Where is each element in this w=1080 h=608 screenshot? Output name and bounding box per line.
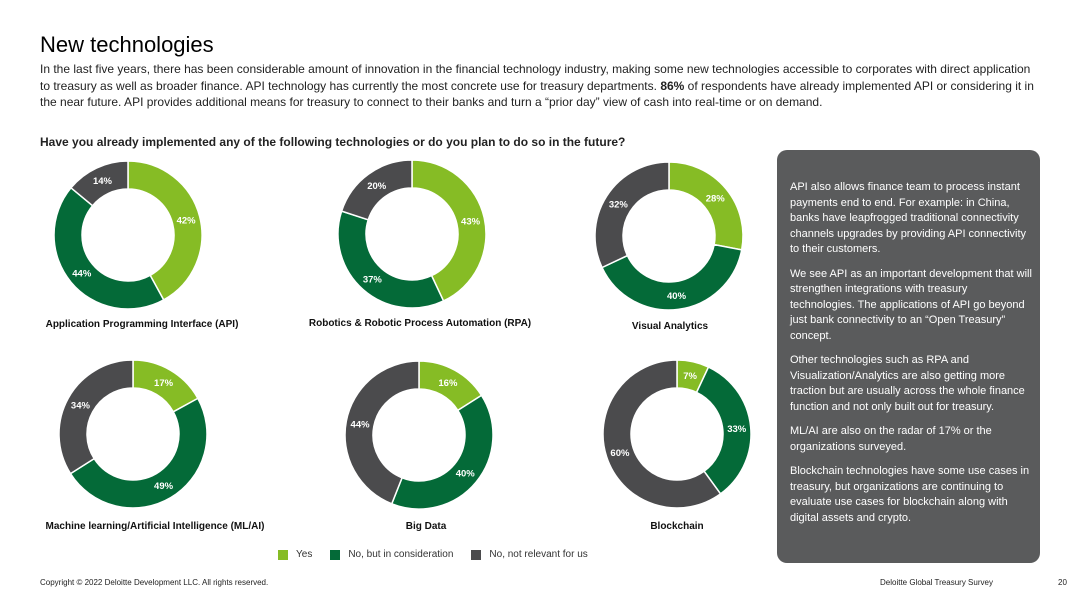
data-label-yes: 16% [438,378,458,389]
data-label-not-relevant: 44% [351,419,371,430]
insight-text: API also allows finance team to process … [790,180,1032,535]
chart-title-visual-analytics: Visual Analytics [631,321,709,332]
data-label-yes: 43% [461,216,481,227]
donut-slice-consideration [337,210,445,309]
chart-title-blockchain: Blockchain [650,521,704,532]
report-name: Deloitte Global Treasury Survey [880,578,993,587]
data-label-consideration: 40% [456,469,476,480]
chart-title-big-data: Big Data [405,521,447,532]
insight-paragraph: Blockchain technologies have some use ca… [790,465,1030,524]
legend-label: No, but in consideration [348,549,454,560]
donut-slice-not-relevant [340,159,413,221]
donut-slice-yes [411,159,487,302]
legend-swatch-not-relevant [471,549,482,560]
donut-slice-consideration [53,186,165,310]
donut-slice-not-relevant [58,359,134,475]
chart-title-rpa: Robotics & Robotic Process Automation (R… [308,318,532,329]
insight-paragraph: We see API as an important development t… [790,267,1032,342]
legend-label: No, not relevant for us [489,549,588,560]
donut-slice-not-relevant [602,359,722,509]
chart-title-api: Application Programming Interface (API) [45,319,239,330]
chart-legend: Yes No, but in consideration No, not rel… [278,549,606,560]
donut-slice-yes [668,161,744,251]
donut-slice-consideration [69,397,208,509]
survey-question: Have you already implemented any of the … [40,135,626,149]
legend-item-not-relevant: No, not relevant for us [471,549,588,560]
data-label-consideration: 33% [727,424,747,435]
page-title: New technologies [40,32,214,57]
insight-paragraph: API also allows finance team to process … [790,181,1027,255]
data-label-consideration: 37% [363,275,383,286]
data-label-consideration: 40% [667,291,687,302]
intro-highlight: 86% [660,78,685,93]
data-label-not-relevant: 34% [71,401,91,412]
data-label-not-relevant: 60% [610,448,630,459]
donut-slice-not-relevant [344,360,420,505]
data-label-consideration: 44% [72,269,92,280]
legend-item-yes: Yes [278,549,312,560]
donut-slice-not-relevant [69,160,129,207]
intro-text: In the last five years, there has been c… [40,61,1040,111]
data-label-yes: 42% [177,216,197,227]
chart-title-ml-ai: Machine learning/Artificial Intelligence… [45,521,265,532]
donut-slice-not-relevant [594,161,670,269]
data-label-consideration: 49% [154,481,174,492]
copyright-notice: Copyright © 2022 Deloitte Development LL… [40,578,269,587]
donut-slice-yes [127,160,203,301]
data-label-yes: 17% [154,378,174,389]
legend-label: Yes [296,549,313,560]
donut-slice-consideration [601,243,743,311]
insight-paragraph: Other technologies such as RPA and Visua… [790,354,1025,413]
page-number: 20 [1058,578,1067,587]
insight-panel: API also allows finance team to process … [777,150,1040,563]
data-label-not-relevant: 14% [93,176,113,187]
insight-paragraph: ML/AI are also on the radar of 17% or th… [790,425,992,453]
legend-swatch-yes [278,549,288,560]
data-label-yes: 7% [683,371,697,382]
data-label-not-relevant: 20% [367,181,387,192]
donut-slice-consideration [695,366,752,495]
donut-slice-consideration [390,394,494,510]
intro-part1: In the last five years, there has been c… [40,62,1031,93]
legend-item-consideration: No, but in consideration [330,549,453,560]
donut-charts: 42% 44% 14% 43% 37% 20% 28% 40% 32% 17% 49% 34% 16% 4… [53,159,752,510]
data-label-not-relevant: 32% [609,199,629,210]
data-label-yes: 28% [706,193,726,204]
legend-swatch-consideration [330,549,341,560]
intro-part2: of respondents have already implemented … [40,78,1034,110]
